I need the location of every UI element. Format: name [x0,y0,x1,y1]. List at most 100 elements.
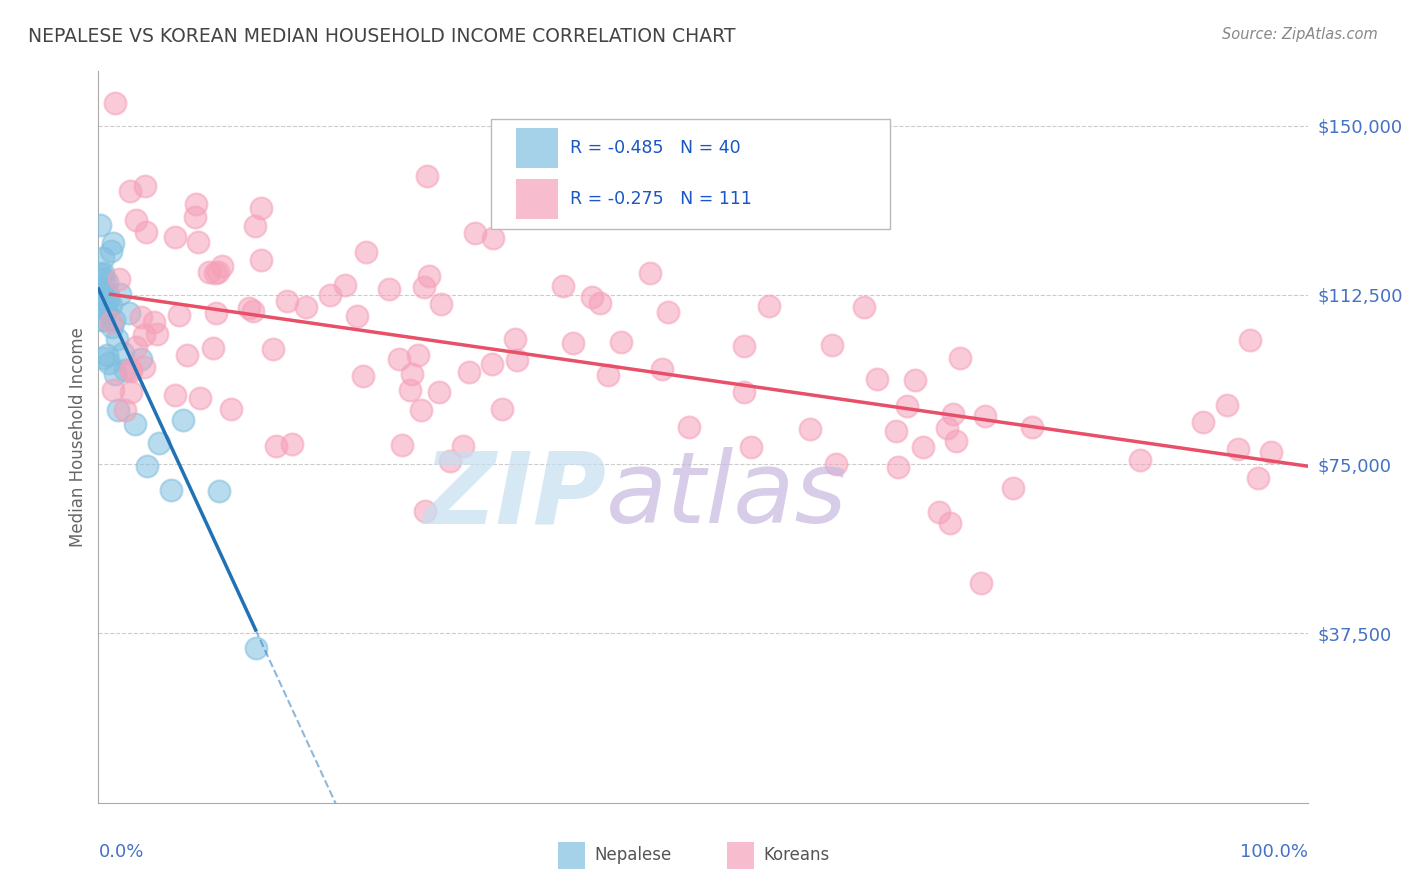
Point [354,244,377,259]
FancyBboxPatch shape [727,841,754,870]
Point [91,285,114,299]
Point [97,288,120,302]
Point [388,351,411,366]
Point [1129,453,1152,467]
Point [740,441,762,455]
Point [733,385,755,400]
Point [733,339,755,353]
Point [104,367,127,381]
Point [589,295,612,310]
Text: R = -0.275   N = 111: R = -0.275 N = 111 [569,190,752,209]
Point [93,272,115,286]
Point [202,341,225,355]
Point [935,421,957,435]
Text: Nepalese: Nepalese [595,847,672,864]
Point [120,184,142,198]
Point [114,363,136,377]
Point [416,169,439,183]
Point [100,298,122,312]
Point [97,293,120,308]
Point [93,312,115,326]
FancyBboxPatch shape [558,841,585,870]
Point [132,328,155,343]
Point [505,332,527,346]
Point [758,299,780,313]
Point [295,300,318,314]
Point [657,305,679,319]
Point [186,197,208,211]
Point [125,213,148,227]
Point [107,402,129,417]
Point [93,296,115,310]
Point [204,266,226,280]
Point [377,282,399,296]
Point [148,436,170,450]
Point [333,278,356,293]
Point [249,201,271,215]
Point [451,439,474,453]
Point [970,576,993,591]
Point [100,315,122,329]
Point [887,459,910,474]
Point [163,388,186,402]
Point [187,235,209,250]
Text: Koreans: Koreans [763,847,830,864]
Point [904,373,927,387]
Point [678,420,700,434]
Point [973,409,995,423]
Point [939,516,962,530]
Point [458,365,481,379]
Point [482,231,505,245]
FancyBboxPatch shape [516,128,558,169]
Point [491,401,513,416]
Point [281,437,304,451]
Point [145,326,167,341]
Point [391,438,413,452]
Point [205,306,228,320]
Point [184,211,207,225]
Point [101,235,124,250]
Point [409,403,432,417]
Text: 0.0%: 0.0% [98,843,143,861]
Point [129,310,152,325]
Point [94,302,117,317]
Point [96,276,118,290]
Point [1247,471,1270,485]
Point [1227,442,1250,456]
Point [91,351,114,365]
Point [598,368,620,382]
Point [111,346,134,360]
Point [942,407,965,421]
Point [91,313,114,327]
Point [172,413,194,427]
Point [825,457,848,471]
Point [120,385,142,400]
Point [94,301,117,316]
Point [262,342,284,356]
Point [125,340,148,354]
Point [143,315,166,329]
Point [101,384,124,398]
Point [413,280,436,294]
Point [134,178,156,193]
Point [319,288,342,302]
Point [609,334,631,349]
Point [821,338,844,352]
Point [96,348,118,362]
Point [1192,415,1215,429]
Point [129,352,152,367]
Point [399,383,422,397]
Point [105,332,128,346]
FancyBboxPatch shape [492,119,890,228]
Point [167,308,190,322]
Point [852,300,875,314]
Point [551,278,574,293]
Point [640,266,662,280]
Point [118,305,141,319]
Point [176,348,198,362]
Point [413,504,436,518]
Point [207,265,229,279]
Point [439,454,461,468]
Point [1001,481,1024,495]
Point [418,268,440,283]
